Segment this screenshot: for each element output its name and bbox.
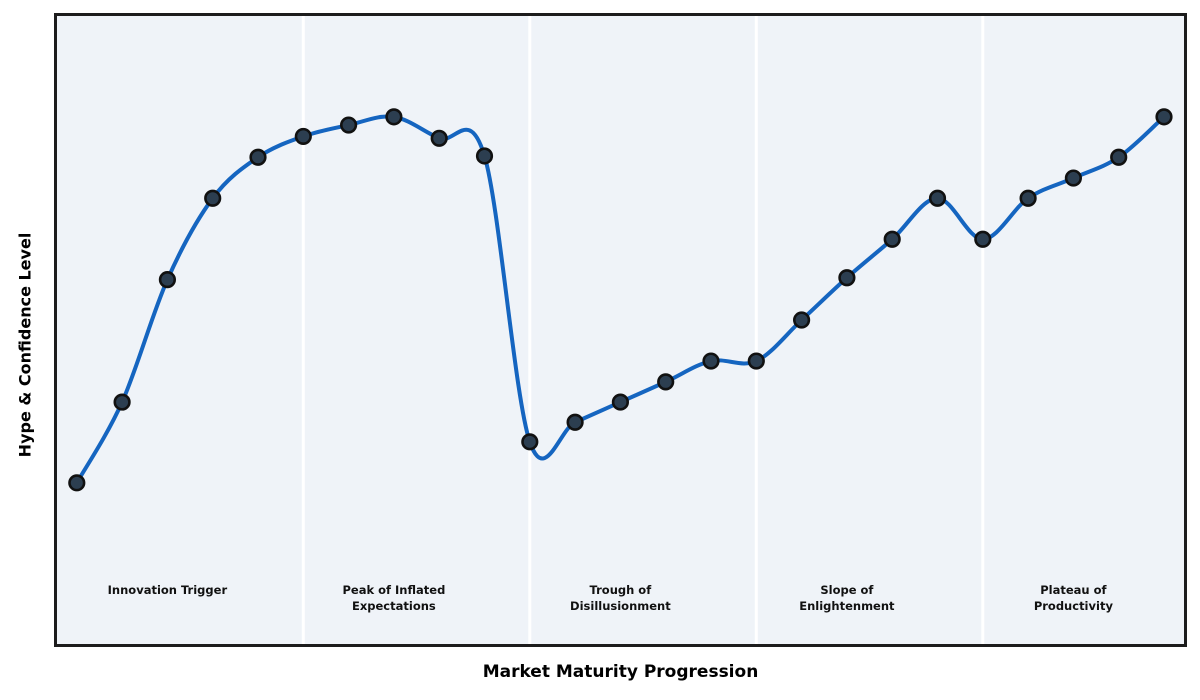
data-point-marker — [566, 413, 584, 431]
phase-label: Innovation Trigger — [107, 583, 228, 597]
hype-curve — [74, 114, 1166, 485]
data-point-marker — [204, 189, 222, 207]
data-point-marker — [657, 373, 675, 391]
data-point-marker — [475, 147, 494, 165]
data-point-marker — [68, 474, 86, 492]
data-point-marker — [294, 127, 312, 146]
data-point-marker — [883, 230, 901, 248]
data-point-marker — [702, 352, 720, 370]
data-point-marker — [1019, 189, 1037, 207]
x-axis-label: Market Maturity Progression — [482, 662, 759, 682]
phase-label: Slope of Enlightenment — [799, 583, 895, 613]
data-point-marker — [385, 108, 403, 126]
data-point-marker — [1064, 169, 1083, 187]
data-point-marker — [340, 116, 358, 134]
plot-area: Innovation Trigger Peak of Inflated Expec… — [54, 13, 1187, 647]
curve-canvas — [68, 16, 1173, 644]
phase-label: Peak of Inflated Expectations — [342, 583, 446, 613]
phase-label: Trough of Disillusionment — [570, 583, 671, 613]
data-point-marker — [611, 393, 630, 411]
data-point-marker — [1155, 108, 1173, 126]
data-point-marker — [430, 129, 448, 147]
data-point-marker — [838, 269, 856, 287]
data-point-marker — [158, 271, 176, 289]
phase-label: Plateau of Productivity — [1033, 583, 1113, 613]
data-point-marker — [792, 311, 811, 329]
data-point-marker — [249, 148, 267, 166]
data-point-marker — [928, 189, 947, 207]
data-point-marker — [974, 230, 992, 248]
y-axis-label: Hype & Confidence Level — [15, 232, 35, 458]
data-point-marker — [747, 352, 765, 370]
data-point-marker — [521, 433, 539, 451]
data-point-marker — [1110, 148, 1128, 166]
data-point-marker — [113, 393, 131, 411]
